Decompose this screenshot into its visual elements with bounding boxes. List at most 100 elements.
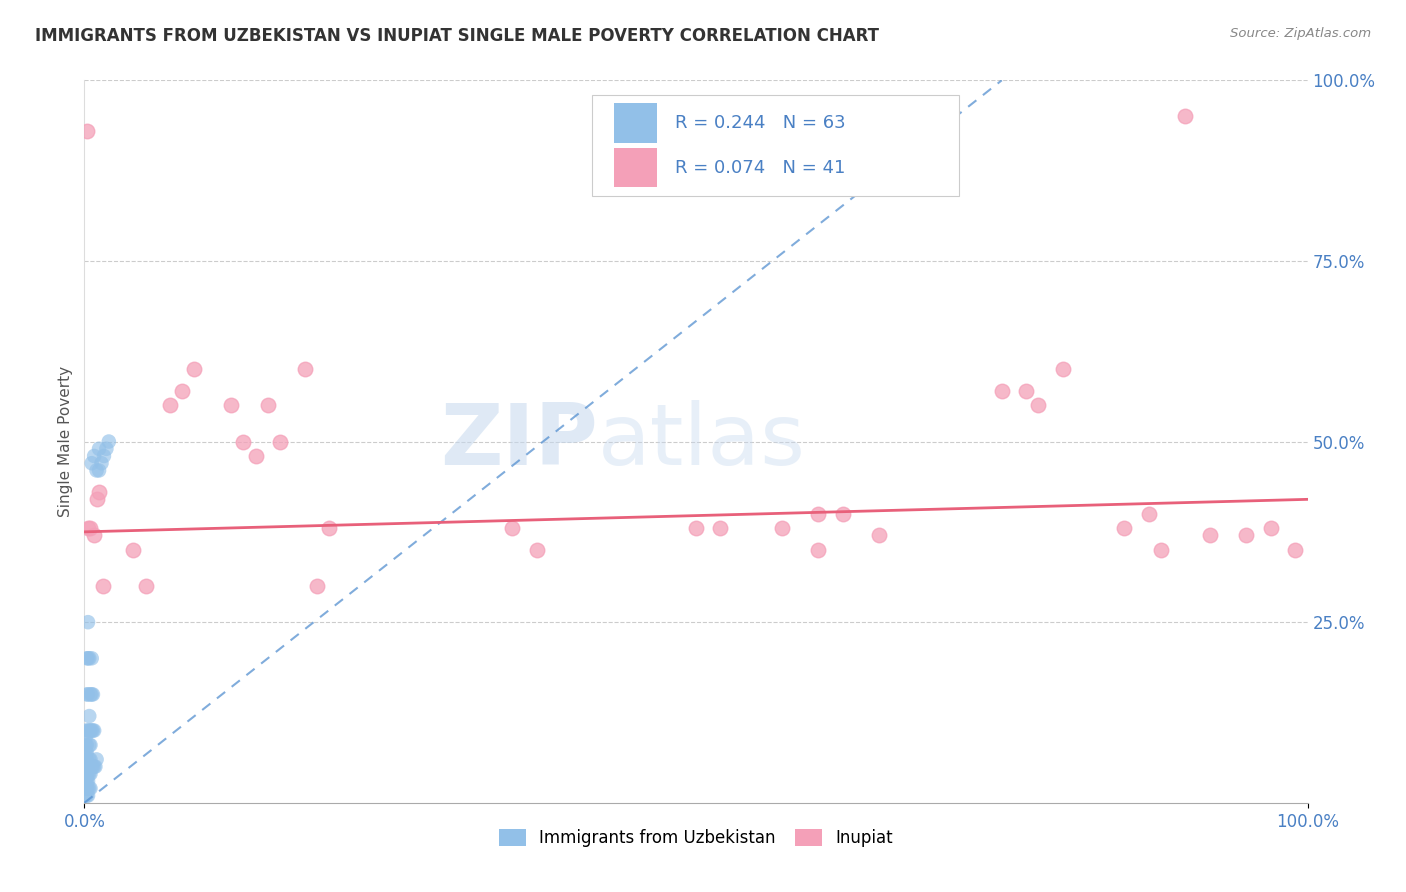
Point <box>1260 521 1282 535</box>
Point <box>76 789 98 803</box>
Point <box>1284 542 1306 557</box>
Point <box>1052 362 1074 376</box>
Point <box>87 442 110 456</box>
Point <box>87 463 110 477</box>
Point <box>82 723 104 738</box>
Point <box>79 767 101 781</box>
Point <box>76 687 98 701</box>
Point <box>77 781 100 796</box>
Point <box>77 687 100 701</box>
Point <box>87 485 110 500</box>
Point <box>77 615 100 630</box>
Point <box>83 449 105 463</box>
Point <box>807 507 830 521</box>
Point <box>991 384 1014 398</box>
Point <box>1137 507 1160 521</box>
Point <box>219 398 242 412</box>
Point <box>269 434 291 449</box>
Point <box>77 651 100 665</box>
Point <box>502 521 524 535</box>
Point <box>807 542 830 557</box>
Point <box>76 651 98 665</box>
Point <box>77 651 100 665</box>
FancyBboxPatch shape <box>592 95 959 196</box>
Point <box>79 521 101 535</box>
Point <box>1174 110 1197 124</box>
Point <box>232 434 254 449</box>
Point <box>86 463 108 477</box>
Bar <box>614 148 657 187</box>
Point <box>79 738 101 752</box>
Point <box>75 774 97 789</box>
Point <box>1114 521 1136 535</box>
Point <box>76 738 98 752</box>
Point <box>82 760 104 774</box>
Point <box>257 398 280 412</box>
Text: IMMIGRANTS FROM UZBEKISTAN VS INUPIAT SINGLE MALE POVERTY CORRELATION CHART: IMMIGRANTS FROM UZBEKISTAN VS INUPIAT SI… <box>35 27 879 45</box>
Text: Source: ZipAtlas.com: Source: ZipAtlas.com <box>1230 27 1371 40</box>
Legend: Immigrants from Uzbekistan, Inupiat: Immigrants from Uzbekistan, Inupiat <box>492 822 900 854</box>
Point <box>77 738 100 752</box>
Point <box>80 760 103 774</box>
Point <box>77 709 100 723</box>
Point <box>1028 398 1050 412</box>
Point <box>86 752 108 766</box>
Text: ZIP: ZIP <box>440 400 598 483</box>
Point <box>75 738 97 752</box>
Point <box>75 781 97 796</box>
Point <box>135 579 157 593</box>
Point <box>77 781 100 796</box>
Point <box>83 723 105 738</box>
Point <box>97 434 120 449</box>
Point <box>77 789 100 803</box>
Point <box>709 521 731 535</box>
Point <box>83 528 105 542</box>
Point <box>685 521 707 535</box>
Point <box>76 781 98 796</box>
Point <box>77 723 100 738</box>
Point <box>80 651 103 665</box>
Text: R = 0.244   N = 63: R = 0.244 N = 63 <box>675 114 846 132</box>
Point <box>245 449 267 463</box>
Point <box>79 752 101 766</box>
Text: R = 0.074   N = 41: R = 0.074 N = 41 <box>675 159 845 177</box>
Text: atlas: atlas <box>598 400 806 483</box>
Point <box>76 745 98 759</box>
Point <box>77 774 100 789</box>
Point <box>831 507 853 521</box>
Bar <box>614 103 657 143</box>
Point <box>159 398 181 412</box>
Point <box>76 124 98 138</box>
Point <box>75 745 97 759</box>
Point <box>770 521 793 535</box>
Point <box>294 362 316 376</box>
Point <box>83 760 105 774</box>
Point <box>76 767 98 781</box>
Point <box>75 752 97 766</box>
Point <box>77 767 100 781</box>
Point <box>1015 384 1038 398</box>
Point <box>75 760 97 774</box>
Point <box>82 687 104 701</box>
Point <box>80 723 103 738</box>
Point <box>1150 542 1173 557</box>
Point <box>305 579 328 593</box>
Point <box>96 442 118 456</box>
Point <box>84 760 107 774</box>
Point <box>172 384 194 398</box>
Point <box>75 723 97 738</box>
Point <box>75 789 97 803</box>
Point <box>77 723 100 738</box>
Point <box>77 760 100 774</box>
Point <box>318 521 340 535</box>
Point <box>526 542 548 557</box>
Point <box>1198 528 1220 542</box>
Point <box>75 767 97 781</box>
Point <box>76 774 98 789</box>
Point <box>77 752 100 766</box>
Point <box>75 731 97 745</box>
Point <box>90 456 112 470</box>
Point <box>1236 528 1258 542</box>
Point <box>79 781 101 796</box>
Point <box>79 723 101 738</box>
